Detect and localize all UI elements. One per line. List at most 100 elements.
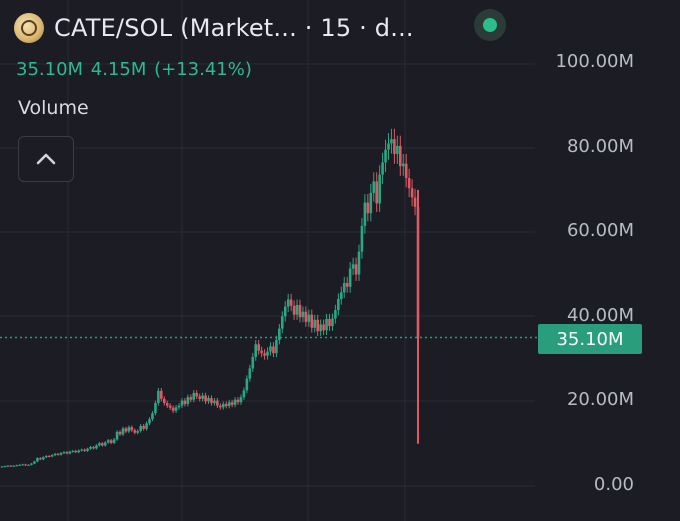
candle-body	[387, 143, 390, 150]
candle	[393, 128, 396, 164]
candle-body	[30, 463, 33, 465]
candle	[68, 450, 72, 455]
chevron-up-icon	[36, 153, 56, 165]
candle	[83, 448, 86, 452]
candle	[307, 309, 311, 327]
candle-body	[328, 318, 331, 327]
candle-body	[366, 202, 370, 214]
candle	[263, 349, 266, 360]
candle	[180, 397, 184, 409]
chart-header: CATE/SOL (Market... · 15 · d...	[14, 8, 414, 48]
candle-body	[133, 430, 137, 433]
candle	[30, 462, 33, 466]
candle	[280, 311, 284, 334]
candle-body	[101, 443, 104, 446]
candle-body	[307, 314, 311, 322]
candle-body	[142, 425, 145, 429]
candle	[89, 445, 92, 450]
candle	[21, 463, 24, 466]
market-open-dot-icon[interactable]	[474, 9, 506, 41]
candle-body	[165, 403, 169, 406]
candle-body	[351, 264, 355, 269]
candle	[357, 244, 361, 281]
candle	[407, 168, 411, 198]
candle	[50, 454, 54, 458]
candle-body	[112, 439, 116, 443]
candle-body	[183, 400, 187, 404]
collapse-legend-button[interactable]	[18, 136, 74, 182]
candle-body	[263, 353, 266, 356]
candle-body	[186, 397, 190, 404]
candle	[257, 340, 260, 355]
candle-body	[118, 431, 122, 435]
candle-body	[195, 392, 199, 397]
candle	[363, 194, 367, 234]
candle	[410, 179, 414, 207]
candle-body	[136, 431, 140, 433]
candle-body	[47, 455, 51, 457]
candle-body	[325, 318, 328, 331]
candle-body	[404, 163, 408, 179]
candle	[239, 394, 243, 405]
gridlines	[0, 0, 535, 521]
candle	[44, 455, 48, 459]
candle-body	[177, 405, 181, 408]
candle-body	[342, 282, 346, 293]
candle-body	[65, 452, 69, 454]
candle-body	[372, 181, 376, 193]
current-price-badge: 35.10M	[538, 324, 642, 354]
candle-body	[375, 181, 378, 204]
candle	[74, 449, 78, 454]
candle-body	[337, 299, 340, 311]
candle	[322, 319, 325, 336]
candle	[227, 399, 231, 409]
candle	[348, 262, 352, 293]
candle	[86, 447, 89, 452]
candle-body	[198, 396, 201, 399]
candle	[33, 460, 36, 465]
candle	[286, 293, 290, 313]
candle	[325, 313, 328, 336]
candle	[136, 429, 140, 435]
candle	[6, 465, 10, 467]
candle-body	[39, 458, 42, 460]
candle-body	[80, 449, 83, 451]
candle	[331, 313, 334, 331]
candle-body	[283, 306, 287, 317]
price-axis-tick: 0.00	[593, 474, 634, 495]
candle	[98, 441, 101, 447]
candle	[221, 401, 225, 410]
candle	[372, 172, 376, 202]
candle-body	[95, 445, 98, 449]
candle	[109, 438, 113, 445]
candle-body	[192, 392, 196, 400]
candle	[24, 463, 27, 466]
candle-body	[83, 449, 86, 451]
candle-body	[378, 174, 381, 204]
candle-body	[115, 431, 119, 440]
candle	[254, 340, 258, 361]
candle-body	[77, 450, 81, 453]
candle-body	[174, 407, 178, 411]
candle-body	[398, 145, 402, 167]
candle-body	[71, 450, 75, 452]
candle-body	[289, 299, 293, 306]
candle	[289, 293, 293, 312]
candle	[130, 425, 134, 432]
candle-body	[233, 399, 237, 405]
candle-body	[33, 461, 36, 464]
candle	[168, 403, 172, 411]
candle	[345, 276, 349, 293]
candle-body	[313, 319, 317, 328]
candle	[47, 455, 51, 458]
candle-body	[390, 139, 393, 144]
candle	[369, 184, 373, 222]
candle-body	[130, 427, 134, 431]
candle	[36, 457, 39, 463]
candle-body	[257, 344, 260, 351]
candle-body	[50, 455, 54, 457]
candle-body	[348, 268, 352, 287]
symbol-title[interactable]: CATE/SOL (Market... · 15 · d...	[54, 14, 414, 42]
candle-body	[62, 452, 66, 454]
